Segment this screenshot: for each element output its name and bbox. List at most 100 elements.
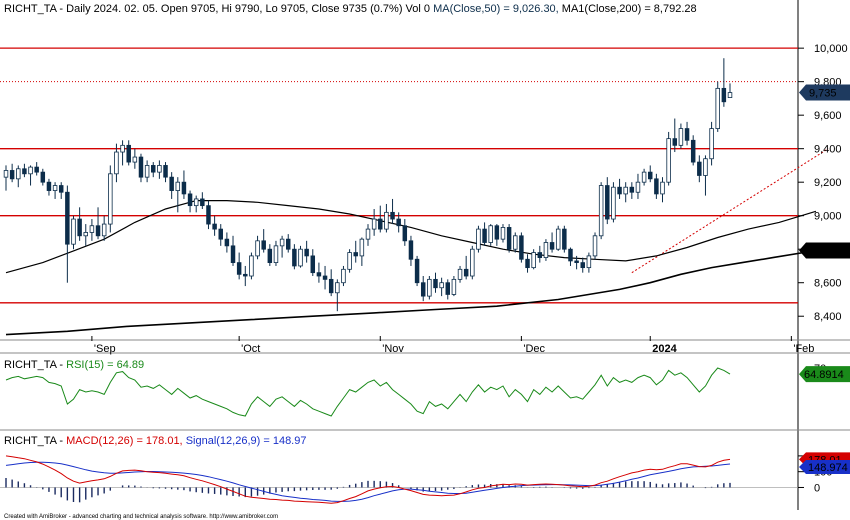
- candle: [598, 185, 604, 237]
- signal-badge-bg: [799, 459, 850, 474]
- signal-badge: 148.974: [808, 462, 848, 474]
- candle: [641, 171, 647, 183]
- candle: [243, 273, 248, 277]
- candle: [684, 128, 690, 141]
- last-price-badge-bg: [799, 84, 850, 101]
- candle: [390, 211, 395, 220]
- candle: [678, 128, 684, 146]
- rsi-badge-bg: [799, 366, 850, 383]
- candle: [549, 242, 555, 250]
- candle: [433, 278, 438, 289]
- candle: [169, 176, 174, 191]
- candle: [218, 228, 223, 240]
- candle: [292, 248, 297, 267]
- candle: [562, 228, 567, 250]
- candle: [193, 198, 199, 207]
- candle: [46, 181, 52, 191]
- candle: [9, 170, 15, 180]
- candle: [721, 87, 727, 103]
- candle: [144, 165, 150, 178]
- candle: [347, 252, 352, 270]
- candle: [175, 181, 181, 191]
- candle: [531, 252, 536, 269]
- macd-header: RICHT_TA - MACD(12,26) = 178.01, Signal(…: [4, 435, 306, 447]
- candle: [647, 171, 653, 180]
- candle: [396, 218, 401, 227]
- ma50-line: [5, 200, 817, 274]
- candle: [660, 181, 665, 195]
- candle: [267, 248, 273, 264]
- candle: [476, 228, 481, 250]
- rsi-line: [5, 367, 731, 417]
- candle: [611, 186, 616, 220]
- candle: [16, 168, 21, 180]
- signal-line: [5, 461, 731, 502]
- candle: [543, 242, 549, 258]
- x-tick-label: 'Oct: [241, 343, 260, 355]
- candle: [120, 144, 125, 153]
- candle: [568, 248, 573, 262]
- candle: [574, 260, 579, 264]
- y-tick-label: 9,000: [814, 211, 842, 223]
- candle: [298, 248, 303, 267]
- rsi-header: RICHT_TA - RSI(15) = 64.89: [4, 359, 144, 371]
- candle: [310, 255, 316, 274]
- macd-line: [5, 455, 731, 504]
- candle: [40, 171, 46, 183]
- candle: [592, 235, 598, 257]
- candle: [697, 161, 702, 176]
- candle: [414, 258, 420, 284]
- candle: [623, 186, 628, 195]
- candle: [709, 128, 714, 160]
- rsi-layer: [5, 367, 731, 417]
- candle: [617, 186, 622, 195]
- candle: [28, 166, 33, 175]
- candle: [322, 275, 328, 280]
- candle: [77, 218, 82, 237]
- y-tick-label: 9,200: [814, 177, 842, 189]
- candle: [304, 248, 309, 257]
- candle: [359, 238, 365, 257]
- candle: [58, 185, 64, 193]
- price-layer: [0, 47, 829, 336]
- candle: [672, 138, 678, 146]
- candle: [488, 225, 493, 243]
- candle: [230, 245, 236, 264]
- candle: [427, 278, 432, 297]
- candle: [715, 87, 720, 129]
- y-tick-label: 9,600: [814, 110, 842, 122]
- candle: [500, 227, 506, 240]
- candle: [335, 282, 340, 294]
- candle: [635, 181, 641, 193]
- candle: [605, 185, 610, 220]
- candle: [537, 252, 543, 258]
- candle: [132, 156, 138, 163]
- candle: [187, 193, 193, 207]
- candle: [206, 205, 211, 225]
- candle: [114, 151, 119, 175]
- footer-credit: Created with AmiBroker - advanced charti…: [4, 514, 278, 520]
- x-tick-label: 'Dec: [523, 343, 545, 355]
- candle: [445, 282, 451, 295]
- x-tick-label: 'Sep: [94, 343, 116, 355]
- candle: [157, 165, 162, 173]
- candle: [249, 255, 254, 277]
- candle: [378, 218, 383, 230]
- candle: [365, 228, 371, 240]
- x-tick-label: 'Feb: [793, 343, 814, 355]
- candle: [341, 268, 346, 284]
- candle: [95, 225, 101, 237]
- macd-tick-label: 0: [814, 482, 820, 494]
- candle: [420, 282, 426, 297]
- candle: [727, 92, 733, 98]
- candle: [273, 245, 279, 264]
- candle: [555, 228, 561, 250]
- candle: [457, 268, 463, 280]
- candle: [34, 166, 39, 173]
- ma200-badge-bg: [799, 242, 850, 259]
- candle: [371, 218, 377, 230]
- candle: [71, 218, 76, 245]
- candle: [506, 227, 512, 250]
- candle: [138, 156, 144, 178]
